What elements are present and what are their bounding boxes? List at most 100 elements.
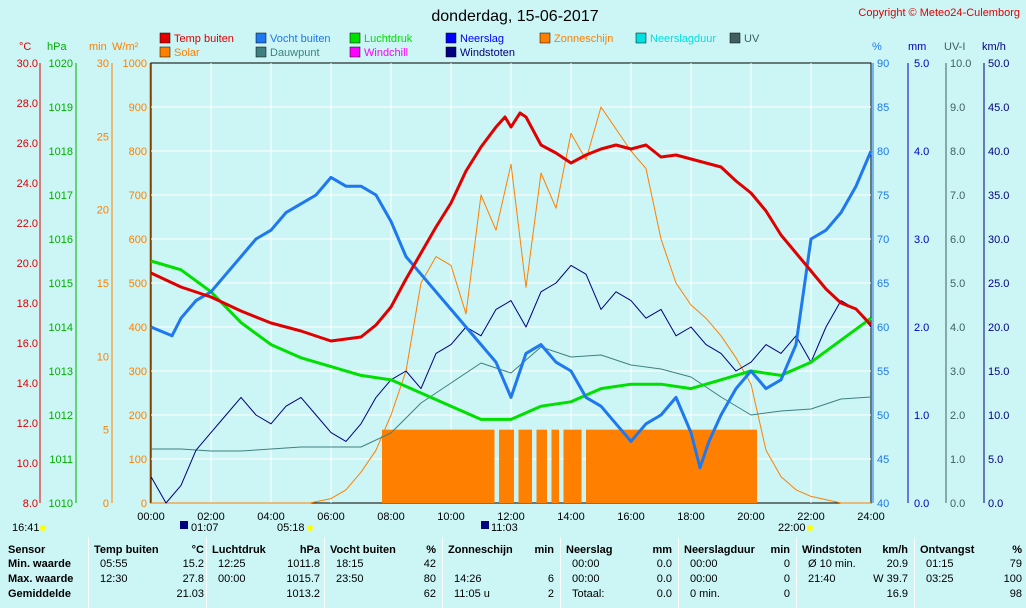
axis-tick-humidity: 65 <box>877 278 889 290</box>
axis-tick-pressure: 1013 <box>49 366 73 378</box>
unit-solar: W/m² <box>112 41 139 53</box>
axis-tick-uv: 10.0 <box>950 58 971 70</box>
legend-label: UV <box>744 33 760 45</box>
sunshine-bar <box>382 429 495 503</box>
series-line-windstoten <box>150 264 872 504</box>
stats-time: 00:00 <box>218 573 246 585</box>
time-tick-label: 12:00 <box>497 511 525 523</box>
marker-sunset-label: 22:00 <box>778 522 806 534</box>
axis-tick-temp: 14.0 <box>17 378 38 390</box>
stats-header: Zonneschijn <box>448 544 513 556</box>
axis-tick-pressure: 1018 <box>49 146 73 158</box>
axis-tick-pressure: 1020 <box>49 58 73 70</box>
legend-item: Windchill <box>349 46 408 59</box>
stats-time: 01:15 <box>926 558 954 570</box>
moon-transit-icon <box>481 521 489 529</box>
stats-value: 100 <box>1003 573 1022 585</box>
legend-label: Windstoten <box>460 47 515 59</box>
legend-label: Luchtdruk <box>364 33 413 45</box>
marker-now-label: 16:41 <box>12 522 40 534</box>
stats-time: 00:00 <box>572 558 600 570</box>
stats-value: 0 <box>783 573 790 585</box>
legend-label: Neerslagduur <box>650 33 716 45</box>
axis-tick-uv: 9.0 <box>950 102 965 114</box>
stats-header: Luchtdruk <box>212 544 266 556</box>
axis-tick-solar: 1000 <box>123 58 147 70</box>
axis-tick-pressure: 1017 <box>49 190 73 202</box>
marker-sunset: 22:00 <box>778 522 813 534</box>
stats-separator <box>678 537 679 608</box>
marker-sunrise-label: 05:18 <box>277 522 305 534</box>
axis-tick-solar: 300 <box>129 366 147 378</box>
time-tick-label: 02:00 <box>197 511 225 523</box>
axis-tick-humidity: 75 <box>877 190 889 202</box>
time-tick-label: 06:00 <box>317 511 345 523</box>
sunshine-bar <box>536 429 547 503</box>
axis-tick-sunshine: 0 <box>103 498 109 510</box>
axis-tick-wind: 25.0 <box>988 278 1009 290</box>
stats-value: 20.9 <box>886 558 908 570</box>
axis-tick-uv: 7.0 <box>950 190 965 202</box>
series-line-vocht-buiten <box>150 150 873 470</box>
sunshine-bar <box>499 429 514 503</box>
time-tick-label: 00:00 <box>137 511 165 523</box>
stats-row-label: Gemiddelde <box>8 588 71 600</box>
axis-tick-humidity: 90 <box>877 58 889 70</box>
axis-tick-humidity: 60 <box>877 322 889 334</box>
stats-header: Windstoten <box>802 544 862 556</box>
time-tick-label: 24:00 <box>857 511 885 523</box>
axis-tick-wind: 0.0 <box>988 498 1003 510</box>
stats-header: Neerslag <box>566 544 613 556</box>
stats-row-label: Min. waarde <box>8 558 71 570</box>
stats-time: 00:00 <box>572 573 600 585</box>
stats-unit: mm <box>652 544 672 556</box>
unit-uv: UV-I <box>944 41 965 53</box>
axis-tick-pressure: 1011 <box>49 454 73 466</box>
axis-tick-sunshine: 20 <box>97 205 109 217</box>
stats-unit: % <box>426 544 436 556</box>
legend-label: Windchill <box>364 47 408 59</box>
stats-value: 0 <box>783 558 790 570</box>
axis-tick-rain: 2.0 <box>914 322 929 334</box>
stats-unit: min <box>534 544 554 556</box>
axis-tick-solar: 200 <box>129 410 147 422</box>
legend-label: Temp buiten <box>174 33 234 45</box>
stats-time: 05:55 <box>100 558 128 570</box>
stats-header: Neerslagduur <box>684 544 755 556</box>
axis-tick-pressure: 1012 <box>49 410 73 422</box>
stats-value: 1013.2 <box>286 588 320 600</box>
axis-tick-uv: 2.0 <box>950 410 965 422</box>
axis-tick-wind: 15.0 <box>988 366 1009 378</box>
axis-tick-rain: 0.0 <box>914 498 929 510</box>
legend-item: Solar <box>159 46 200 59</box>
axis-tick-uv: 1.0 <box>950 454 965 466</box>
stats-value: 6 <box>547 573 554 585</box>
moon-icon <box>180 521 188 529</box>
axis-tick-solar: 800 <box>129 146 147 158</box>
stats-separator <box>796 537 797 608</box>
axis-tick-solar: 100 <box>129 454 147 466</box>
sun-icon <box>40 525 46 531</box>
copyright: Copyright © Meteo24-Culemborg <box>858 7 1020 19</box>
axis-tick-uv: 5.0 <box>950 278 965 290</box>
legend-label: Dauwpunt <box>270 47 320 59</box>
axis-tick-humidity: 50 <box>877 410 889 422</box>
series-lines <box>150 106 873 504</box>
time-tick-label: 16:00 <box>617 511 645 523</box>
time-tick-label: 18:00 <box>677 511 705 523</box>
stats-value: 62 <box>423 588 436 600</box>
stats-separator <box>88 537 89 608</box>
axis-tick-temp: 22.0 <box>17 218 38 230</box>
sunshine-bar <box>518 429 532 503</box>
axis-tick-solar: 900 <box>129 102 147 114</box>
weather-chart: 00:00 02:00 04:00 06:00 08:00 10:00 12:00 14:00… <box>12 7 1020 534</box>
stats-time: 11:05 u <box>454 588 490 600</box>
legend-swatch <box>255 46 267 58</box>
axis-tick-sunshine: 15 <box>97 278 109 290</box>
axis-tick-wind: 45.0 <box>988 102 1009 114</box>
stats-table: Sensor Min. waarde Max. waarde Gemiddelde Te… <box>0 537 1026 608</box>
axis-tick-sunshine: 5 <box>103 425 109 437</box>
stats-row-label: Max. waarde <box>8 573 74 585</box>
legend-item: Vocht buiten <box>255 32 331 45</box>
stats-value: 15.2 <box>182 558 204 570</box>
